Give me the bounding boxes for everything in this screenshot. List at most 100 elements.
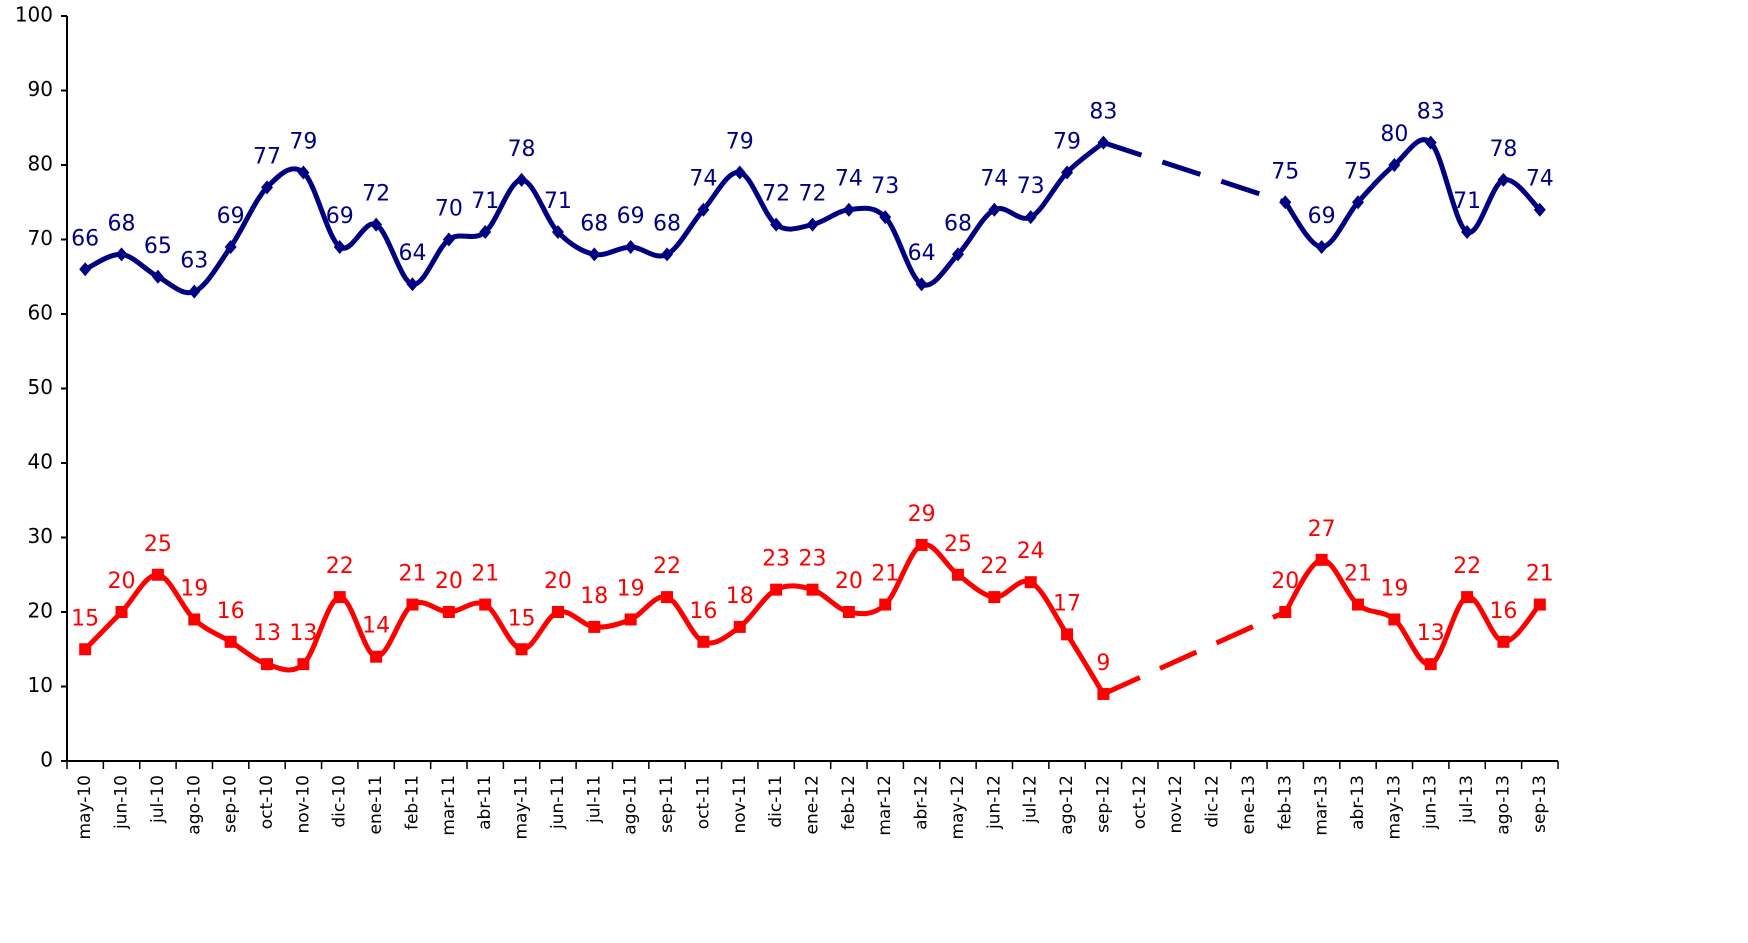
marker: [1097, 135, 1110, 150]
data-label: 29: [908, 502, 936, 527]
data-label: 73: [871, 174, 899, 199]
x-tick-label: may-10: [75, 775, 95, 840]
marker: [770, 217, 783, 232]
y-tick-label: 40: [28, 450, 53, 474]
marker: [442, 606, 455, 618]
marker: [224, 635, 237, 648]
data-label: 83: [1417, 100, 1445, 125]
marker: [879, 598, 892, 611]
x-tick-label: ago-10: [184, 775, 204, 835]
x-tick-label: oct-11: [693, 775, 713, 829]
x-tick-label: ago-12: [1057, 775, 1077, 835]
data-label: 74: [689, 167, 717, 192]
marker: [733, 620, 746, 633]
marker: [770, 583, 783, 596]
x-tick-label: mar-12: [875, 775, 895, 836]
data-label: 20: [435, 569, 463, 594]
marker: [479, 225, 492, 240]
y-tick-label: 90: [28, 77, 53, 101]
x-tick-label: ene-13: [1239, 775, 1259, 834]
data-label: 79: [1053, 129, 1081, 154]
marker: [151, 568, 164, 581]
x-tick-label: jul-12: [1021, 775, 1041, 824]
y-tick-label: 80: [28, 152, 53, 176]
x-tick-label: nov-10: [293, 775, 313, 834]
data-label: 74: [835, 167, 863, 192]
gap-connector: [1102, 140, 1287, 205]
marker: [1061, 628, 1074, 641]
data-label: 19: [180, 576, 208, 601]
data-label: 72: [799, 182, 827, 207]
marker: [224, 239, 237, 254]
data-label: 80: [1380, 122, 1408, 147]
data-label: 13: [289, 621, 317, 646]
data-label: 19: [1380, 576, 1408, 601]
data-label: 74: [1526, 167, 1554, 192]
marker: [951, 247, 964, 262]
marker: [1461, 225, 1474, 240]
marker: [261, 180, 274, 195]
x-tick-label: oct-10: [257, 775, 277, 829]
x-tick-label: jun-12: [984, 775, 1004, 830]
x-tick-label: abr-11: [475, 775, 495, 830]
data-label: 71: [1453, 189, 1481, 214]
data-label: 69: [1308, 204, 1336, 229]
marker: [1315, 553, 1328, 566]
y-tick-label: 10: [28, 673, 53, 697]
data-label: 15: [71, 606, 99, 631]
x-tick-label: may-11: [512, 775, 532, 840]
marker: [1351, 195, 1364, 210]
x-tick-label: may-13: [1384, 775, 1404, 840]
marker: [406, 598, 419, 611]
marker: [1533, 202, 1546, 217]
data-label: 23: [762, 547, 790, 572]
data-label: 25: [144, 532, 172, 557]
marker: [879, 210, 892, 225]
data-label: 75: [1344, 159, 1372, 184]
marker: [115, 247, 128, 262]
data-label: 65: [144, 234, 172, 259]
x-tick-label: feb-12: [839, 775, 859, 830]
marker: [1315, 239, 1328, 254]
y-tick-label: 70: [28, 226, 53, 250]
marker: [551, 606, 564, 618]
data-label: 20: [544, 569, 572, 594]
data-label: 22: [1453, 554, 1481, 579]
data-label: 27: [1308, 517, 1336, 542]
y-tick-label: 50: [28, 375, 53, 399]
x-tick-label: sep-12: [1093, 775, 1113, 833]
data-label: 20: [108, 569, 136, 594]
marker: [1351, 598, 1364, 611]
marker: [988, 591, 1001, 604]
marker: [1279, 195, 1292, 210]
marker: [951, 568, 964, 581]
data-label: 72: [762, 182, 790, 207]
marker: [1024, 576, 1037, 589]
x-tick-label: dic-12: [1203, 775, 1223, 828]
x-tick-label: feb-13: [1275, 775, 1295, 830]
marker: [1024, 210, 1037, 225]
x-tick-label: jun-11: [548, 775, 568, 830]
x-tick-label: jun-10: [112, 775, 132, 830]
marker: [697, 635, 710, 648]
data-label: 20: [835, 569, 863, 594]
marker: [115, 606, 128, 618]
marker: [406, 277, 419, 292]
marker: [915, 277, 928, 292]
data-label: 21: [1344, 562, 1372, 587]
marker: [806, 217, 819, 232]
x-tick-label: ene-11: [366, 775, 386, 834]
marker: [915, 538, 928, 551]
x-tick-label: nov-11: [730, 775, 750, 834]
data-label: 21: [471, 562, 499, 587]
x-tick-label: jul-13: [1457, 775, 1477, 824]
data-label: 69: [217, 204, 245, 229]
marker: [479, 598, 492, 611]
marker: [1097, 687, 1110, 700]
x-tick-label: ene-12: [803, 775, 823, 834]
data-label: 20: [1271, 569, 1299, 594]
marker: [842, 202, 855, 217]
x-tick-label: mar-11: [439, 775, 459, 836]
x-tick-label: jul-11: [584, 775, 604, 824]
